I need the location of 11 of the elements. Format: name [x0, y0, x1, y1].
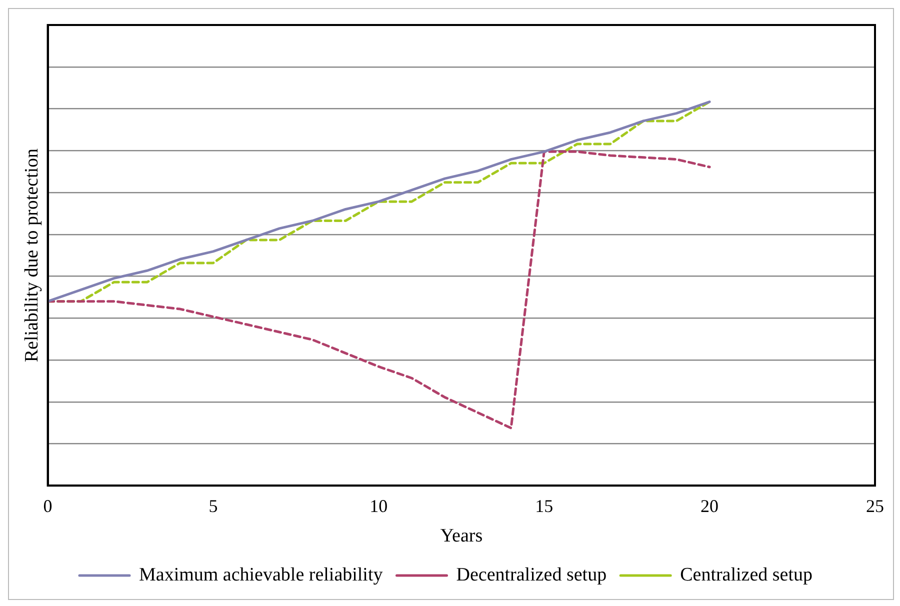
x-tick-label: 10: [370, 496, 388, 516]
y-axis-title: Reliability due to protection: [21, 148, 42, 362]
x-tick-label: 25: [866, 496, 884, 516]
x-tick-label: 20: [700, 496, 719, 516]
legend-label: Centralized setup: [680, 564, 813, 586]
x-tick-label: 0: [43, 496, 52, 516]
x-tick-label: 5: [208, 496, 218, 516]
x-tick-label: 15: [535, 496, 554, 516]
x-axis-title: Years: [440, 526, 483, 547]
legend-label: Decentralized setup: [456, 564, 607, 586]
legend-label: Maximum achievable reliability: [138, 564, 384, 586]
